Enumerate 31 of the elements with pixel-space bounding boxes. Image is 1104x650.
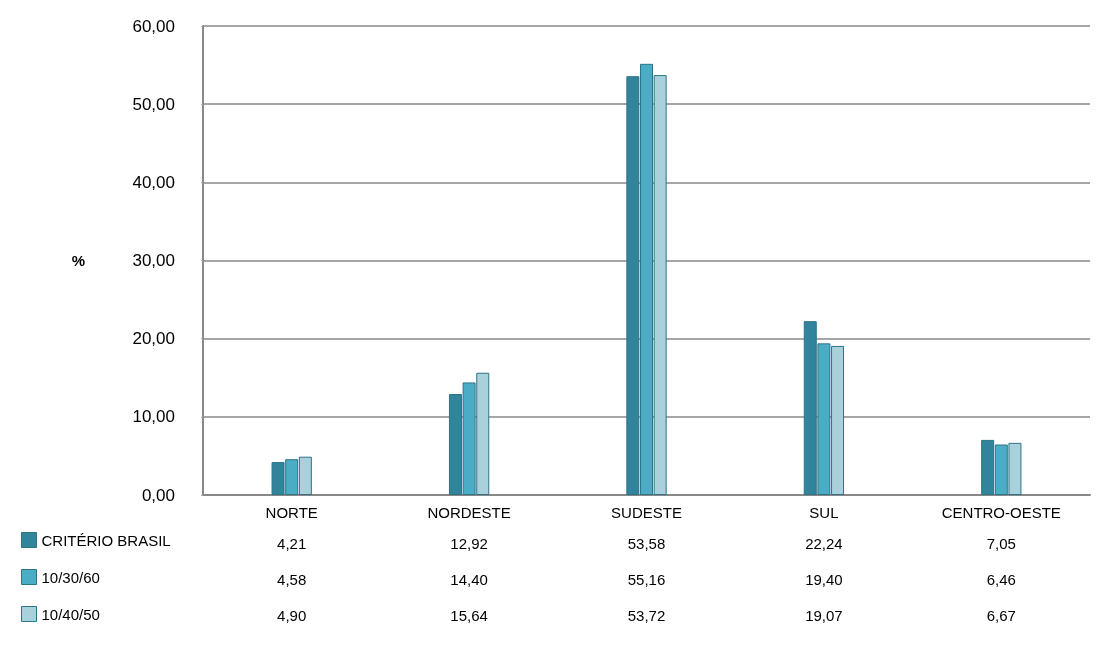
- data-label: 12,92: [450, 534, 488, 552]
- x-tick-label: NORTE: [265, 504, 318, 521]
- y-tick-label: 40,00: [132, 172, 175, 192]
- y-tick-label: 20,00: [132, 329, 175, 349]
- data-label: 6,67: [986, 606, 1016, 624]
- x-tick-label: SUDESTE: [611, 504, 682, 521]
- y-axis-title: %: [71, 252, 85, 269]
- legend-label: CRITÉRIO BRASIL: [41, 531, 171, 549]
- y-tick-label: 50,00: [132, 94, 175, 114]
- x-tick-label: CENTRO-OESTE: [941, 504, 1061, 521]
- legend-label: 10/40/50: [41, 605, 100, 623]
- data-label: 19,07: [805, 606, 843, 624]
- data-label: 14,40: [450, 570, 488, 588]
- x-tick-label: NORDESTE: [427, 504, 511, 521]
- data-label: 4,58: [277, 570, 307, 588]
- data-label: 53,72: [627, 606, 666, 624]
- x-tick-label: SUL: [809, 504, 839, 521]
- data-label: 4,21: [277, 534, 307, 552]
- data-label: 4,90: [277, 606, 307, 624]
- data-label: 19,40: [805, 570, 843, 588]
- y-tick-label: 60,00: [132, 16, 175, 36]
- legend-label: 10/30/60: [41, 568, 100, 586]
- data-label: 55,16: [627, 570, 666, 588]
- y-tick-label: 30,00: [132, 251, 175, 270]
- data-label: 53,58: [627, 534, 666, 552]
- y-tick-label: 0,00: [141, 485, 175, 505]
- data-label: 22,24: [805, 534, 843, 552]
- data-label: 6,46: [986, 570, 1016, 588]
- y-tick-label: 10,00: [132, 407, 175, 427]
- data-label: 15,64: [450, 606, 488, 624]
- data-label: 7,05: [986, 534, 1016, 552]
